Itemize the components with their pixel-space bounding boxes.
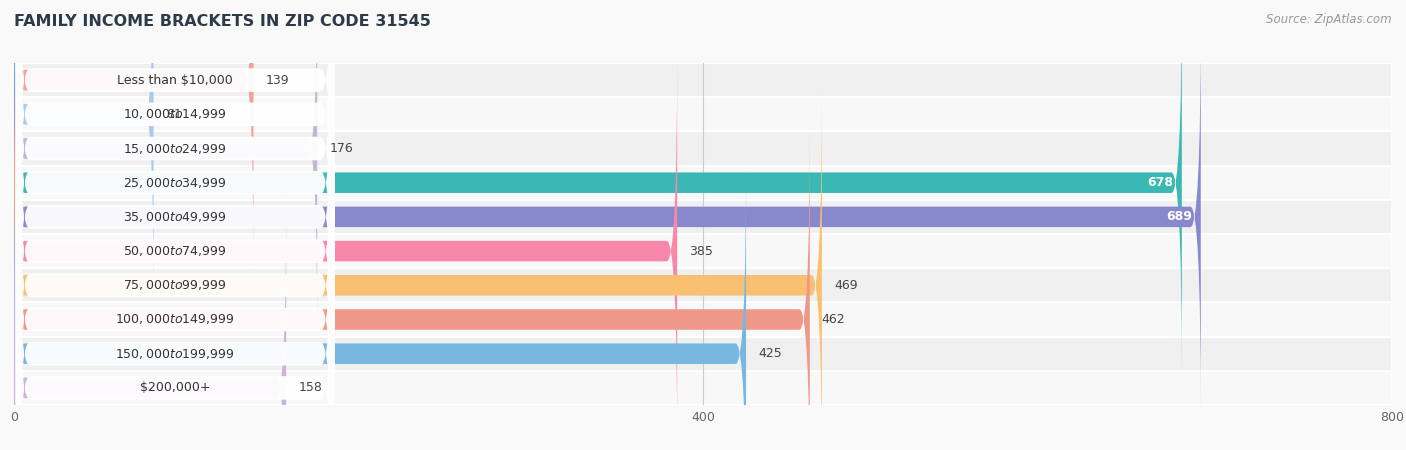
FancyBboxPatch shape [15, 0, 335, 445]
Text: 462: 462 [823, 313, 845, 326]
Text: Less than $10,000: Less than $10,000 [117, 74, 233, 86]
Bar [14, 200, 1392, 234]
Text: $200,000+: $200,000+ [139, 382, 211, 394]
FancyBboxPatch shape [15, 0, 335, 342]
Text: 81: 81 [166, 108, 181, 121]
FancyBboxPatch shape [15, 0, 335, 376]
Text: $25,000 to $34,999: $25,000 to $34,999 [124, 176, 226, 190]
Text: 139: 139 [266, 74, 290, 86]
FancyBboxPatch shape [15, 58, 335, 450]
FancyBboxPatch shape [14, 193, 287, 450]
FancyBboxPatch shape [15, 0, 335, 410]
Bar [14, 63, 1392, 97]
Text: 469: 469 [834, 279, 858, 292]
FancyBboxPatch shape [14, 22, 1201, 412]
Bar [14, 371, 1392, 405]
Text: $15,000 to $24,999: $15,000 to $24,999 [124, 141, 226, 156]
Bar [14, 268, 1392, 302]
FancyBboxPatch shape [15, 126, 335, 450]
Text: FAMILY INCOME BRACKETS IN ZIP CODE 31545: FAMILY INCOME BRACKETS IN ZIP CODE 31545 [14, 14, 430, 28]
Text: 689: 689 [1166, 211, 1192, 223]
Bar [14, 166, 1392, 200]
FancyBboxPatch shape [15, 0, 335, 450]
Text: $100,000 to $149,999: $100,000 to $149,999 [115, 312, 235, 327]
FancyBboxPatch shape [14, 0, 1182, 378]
Bar [14, 131, 1392, 166]
Text: 425: 425 [758, 347, 782, 360]
FancyBboxPatch shape [14, 125, 810, 450]
Text: 176: 176 [329, 142, 353, 155]
Text: $75,000 to $99,999: $75,000 to $99,999 [124, 278, 226, 293]
FancyBboxPatch shape [15, 0, 335, 450]
Text: 385: 385 [689, 245, 713, 257]
Text: $150,000 to $199,999: $150,000 to $199,999 [115, 346, 235, 361]
Bar [14, 302, 1392, 337]
Text: $50,000 to $74,999: $50,000 to $74,999 [124, 244, 226, 258]
FancyBboxPatch shape [14, 0, 253, 275]
Bar [14, 97, 1392, 131]
FancyBboxPatch shape [14, 159, 747, 450]
Bar [14, 337, 1392, 371]
Text: 158: 158 [298, 382, 322, 394]
Text: $10,000 to $14,999: $10,000 to $14,999 [124, 107, 226, 122]
Text: $35,000 to $49,999: $35,000 to $49,999 [124, 210, 226, 224]
FancyBboxPatch shape [14, 0, 153, 309]
FancyBboxPatch shape [14, 0, 318, 343]
FancyBboxPatch shape [15, 92, 335, 450]
FancyBboxPatch shape [14, 90, 823, 450]
Bar [14, 234, 1392, 268]
Text: 678: 678 [1147, 176, 1173, 189]
FancyBboxPatch shape [14, 56, 678, 446]
Text: Source: ZipAtlas.com: Source: ZipAtlas.com [1267, 14, 1392, 27]
FancyBboxPatch shape [15, 23, 335, 450]
